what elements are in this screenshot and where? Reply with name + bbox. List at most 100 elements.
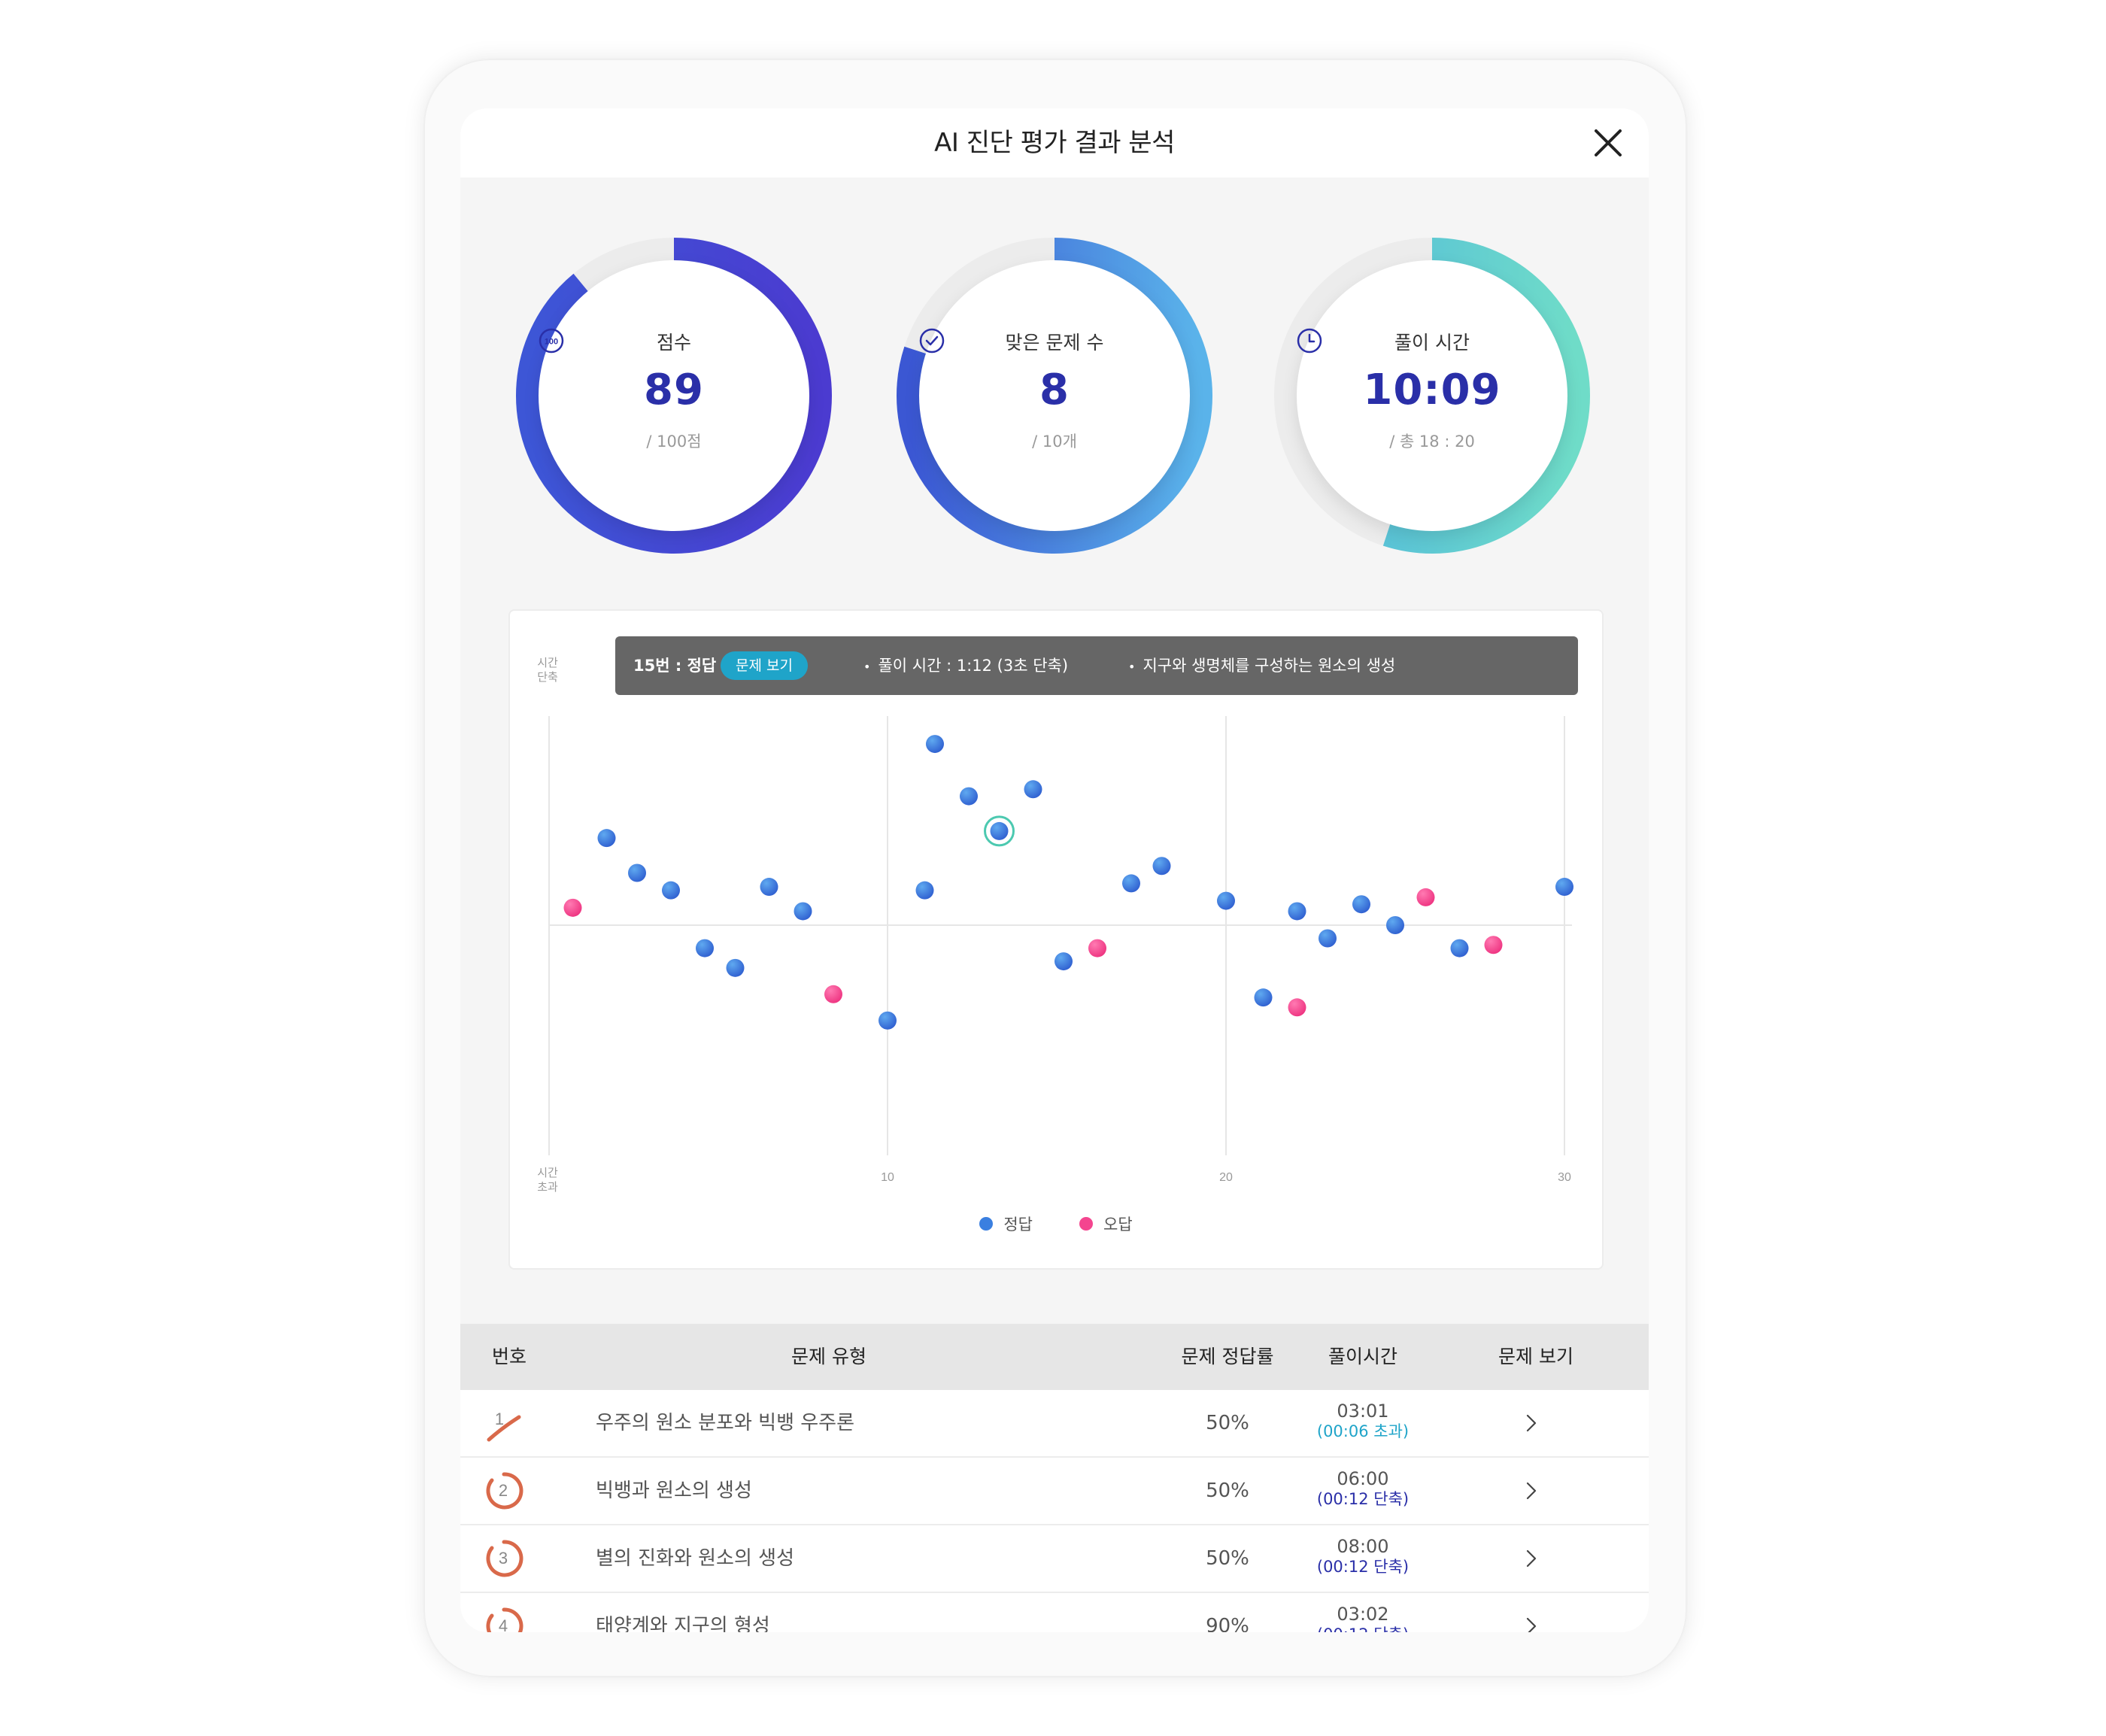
time-scatter-chart: 시간 단축 시간 초과 10 20 30 15번 : 정답 문제 보기 • 풀이 시간 :…: [508, 609, 1604, 1270]
question-number: 2: [499, 1481, 508, 1500]
chevron-right-icon[interactable]: [1521, 1548, 1542, 1569]
legend-correct-dot: [979, 1217, 994, 1231]
circle-stroke: [486, 1540, 523, 1577]
question-number: 1: [495, 1410, 504, 1428]
correct-point: [1386, 916, 1404, 934]
correct-point: [990, 821, 1009, 840]
correct-point: [1055, 952, 1073, 971]
time-diff: (00:12 단축): [1316, 1490, 1410, 1508]
correct-point: [926, 735, 944, 754]
legend-correct: 정답: [979, 1212, 1033, 1235]
circle-stroke: [486, 1472, 523, 1510]
time-diff: (00:06 초과): [1316, 1422, 1410, 1440]
wrong-point: [824, 985, 842, 1003]
correct-gauge-ring: [897, 238, 1212, 554]
check-circle-icon: [919, 328, 945, 354]
x-tick-label: 30: [1558, 1171, 1571, 1184]
legend-wrong: 오답: [1079, 1212, 1133, 1235]
table-row[interactable]: 1 우주의 원소 분포와 빅뱅 우주론 50% 03:01 (00:06 초과): [460, 1390, 1649, 1458]
bullet-icon: •: [863, 660, 871, 674]
chart-legend: 정답 오답: [510, 1212, 1602, 1235]
scatter-plot-area: 10 20 30: [548, 716, 1573, 1184]
correct-point: [1254, 988, 1273, 1007]
time-gauge-ring: [1274, 238, 1590, 554]
correct-mark-icon: 4: [486, 1607, 523, 1632]
question-topic: 태양계와 지구의 형성: [596, 1615, 770, 1632]
chevron-right-icon[interactable]: [1521, 1616, 1542, 1632]
correct-point: [597, 829, 616, 848]
correct-rate: 50%: [1206, 1412, 1249, 1434]
score-100-icon: 100: [539, 328, 564, 354]
correct-point: [794, 902, 812, 921]
question-number: 3: [499, 1549, 508, 1568]
correct-point: [662, 881, 680, 900]
legend-wrong-dot: [1079, 1217, 1093, 1231]
solve-time: 03:01 (00:06 초과): [1303, 1401, 1423, 1441]
correct-label: 맞은 문제 수: [1005, 332, 1104, 354]
wrong-stroke: [487, 1415, 521, 1442]
correct-point: [726, 958, 745, 977]
bullet-icon: •: [1128, 660, 1136, 674]
table-row[interactable]: 3 별의 진화와 원소의 생성 50% 08:00 (00:12 단축): [460, 1525, 1649, 1593]
x-tick-label: 10: [881, 1171, 894, 1184]
header-view: 문제 보기: [1498, 1346, 1573, 1367]
correct-point: [960, 787, 978, 806]
time-value: 10:09: [1363, 366, 1501, 414]
correct-count-gauge: 맞은 문제 수 8 / 10개: [889, 230, 1220, 561]
question-topic: 별의 진화와 원소의 생성: [596, 1547, 794, 1570]
chevron-right-icon[interactable]: [1521, 1480, 1542, 1501]
correct-rate: 90%: [1206, 1615, 1249, 1632]
question-tooltip: 15번 : 정답 문제 보기 • 풀이 시간 : 1:12 (3초 단축) • 지구…: [615, 636, 1578, 695]
solve-time: 06:00 (00:12 단축): [1303, 1468, 1423, 1509]
question-topic: 우주의 원소 분포와 빅뱅 우주론: [596, 1412, 855, 1434]
y-axis-bottom-label: 시간 초과: [537, 1166, 558, 1194]
correct-total: / 10개: [1032, 432, 1077, 451]
correct-point: [879, 1011, 897, 1030]
correct-point: [1288, 902, 1306, 921]
score-value: 89: [644, 366, 704, 414]
time-diff: (00:12 단축): [1316, 1558, 1410, 1576]
time-gauge-center: 풀이 시간 10:09 / 총 18 : 20: [1297, 260, 1567, 531]
score-label: 점수: [656, 332, 691, 354]
question-number: 4: [499, 1616, 508, 1632]
wrong-mark-icon: 1: [487, 1410, 521, 1442]
header-rate: 문제 정답률: [1181, 1346, 1274, 1367]
correct-point: [1152, 857, 1171, 876]
modal-header: AI 진단 평가 결과 분석: [460, 108, 1649, 178]
correct-gauge-center: 맞은 문제 수 8 / 10개: [919, 260, 1190, 531]
correct-point: [1555, 878, 1573, 897]
header-topic: 문제 유형: [791, 1346, 866, 1367]
modal-title: AI 진단 평가 결과 분석: [934, 128, 1175, 158]
tooltip-time: 풀이 시간 : 1:12 (3초 단축): [878, 657, 1069, 675]
correct-rate: 50%: [1206, 1547, 1249, 1570]
correct-point: [1352, 895, 1370, 914]
table-header: 번호 문제 유형 문제 정답률 풀이시간 문제 보기: [460, 1324, 1649, 1390]
time-diff: (00:12 단축): [1303, 1625, 1423, 1632]
header-time: 풀이시간: [1328, 1346, 1397, 1367]
table-row[interactable]: 4 태양계와 지구의 형성 90% 03:02(00:12 단축): [460, 1593, 1649, 1632]
y-axis-top-label: 시간 단축: [537, 656, 558, 684]
close-icon[interactable]: [1590, 125, 1626, 161]
score-gauge-ring: [516, 238, 832, 554]
header-number: 번호: [491, 1346, 526, 1367]
time-total: / 총 18 : 20: [1389, 432, 1475, 451]
tooltip-view-question-button[interactable]: 문제 보기: [721, 651, 808, 680]
question-topic: 빅뱅과 원소의 생성: [596, 1480, 752, 1502]
correct-point: [696, 939, 714, 958]
table-row[interactable]: 2 빅뱅과 원소의 생성 50% 06:00 (00:12 단축): [460, 1458, 1649, 1525]
clock-icon: [1297, 328, 1322, 354]
score-max: / 100점: [646, 432, 702, 451]
correct-point: [760, 878, 778, 897]
solve-time: 03:02(00:12 단축): [1303, 1604, 1423, 1632]
score-gauge: 100 점수 89 / 100점: [508, 230, 839, 561]
wrong-point: [1416, 888, 1435, 906]
correct-mark-icon: 3: [486, 1540, 523, 1577]
chevron-right-icon[interactable]: [1521, 1413, 1542, 1434]
svg-text:100: 100: [545, 338, 558, 347]
solve-time: 08:00 (00:12 단축): [1303, 1536, 1423, 1577]
wrong-point: [1088, 939, 1106, 958]
score-gauge-center: 100 점수 89 / 100점: [539, 260, 809, 531]
correct-point: [1122, 874, 1140, 893]
x-tick-label: 20: [1219, 1171, 1233, 1184]
wrong-point: [1484, 936, 1503, 954]
